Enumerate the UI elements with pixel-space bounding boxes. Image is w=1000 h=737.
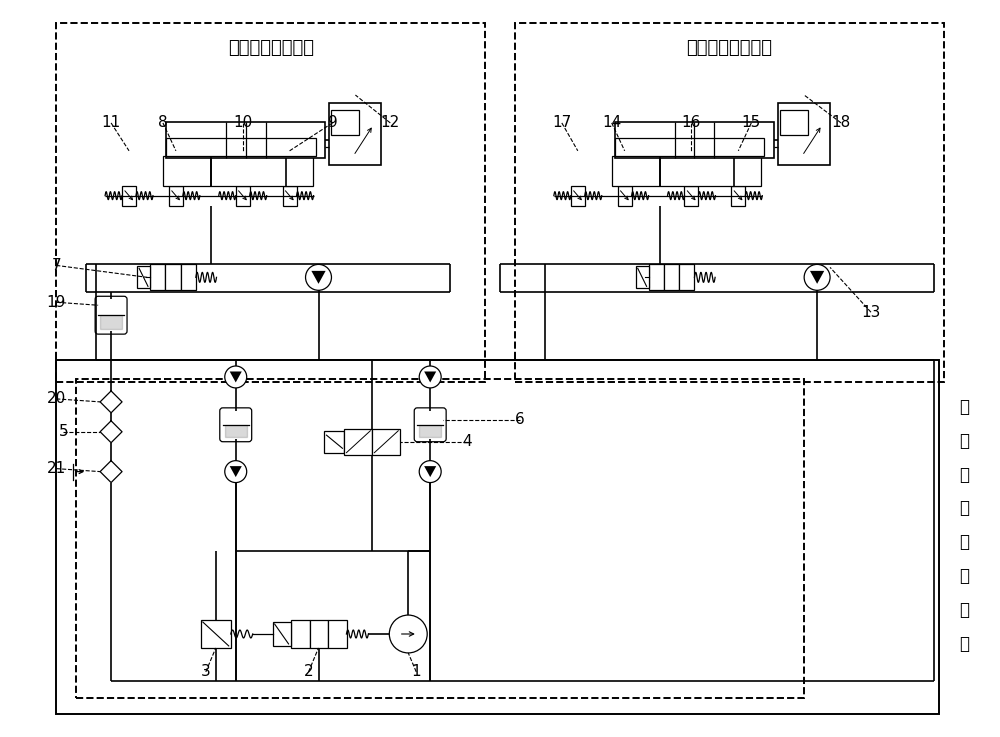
Text: 21: 21: [47, 461, 66, 476]
Bar: [137, 266, 150, 288]
Bar: [165, 265, 181, 290]
Text: 液: 液: [959, 398, 969, 416]
Text: 14: 14: [602, 116, 621, 130]
Bar: [201, 620, 231, 648]
Bar: [679, 265, 694, 290]
Bar: [150, 265, 165, 290]
Text: 13: 13: [861, 304, 881, 320]
Bar: [310, 620, 328, 648]
Bar: [778, 103, 830, 165]
Text: 3: 3: [201, 664, 211, 680]
Bar: [636, 266, 649, 288]
Bar: [56, 360, 939, 713]
Bar: [664, 265, 679, 290]
Circle shape: [419, 461, 441, 483]
Polygon shape: [100, 315, 122, 329]
Bar: [328, 620, 347, 648]
Polygon shape: [424, 466, 436, 477]
FancyBboxPatch shape: [220, 408, 252, 441]
Text: 19: 19: [47, 295, 66, 310]
Circle shape: [419, 366, 441, 388]
FancyBboxPatch shape: [414, 408, 446, 441]
Text: 15: 15: [742, 116, 761, 130]
Polygon shape: [810, 271, 824, 284]
Bar: [329, 103, 381, 165]
Text: 5: 5: [58, 425, 68, 439]
Bar: [618, 186, 632, 206]
Text: 18: 18: [831, 116, 851, 130]
Text: 第一液压驱动单元: 第一液压驱动单元: [228, 39, 314, 57]
Text: 元: 元: [959, 635, 969, 653]
Circle shape: [389, 615, 427, 653]
Bar: [181, 265, 196, 290]
Text: 油: 油: [959, 534, 969, 551]
Text: 两: 两: [959, 466, 969, 483]
Text: 11: 11: [101, 116, 121, 130]
Text: 8: 8: [158, 116, 168, 130]
Bar: [571, 186, 585, 206]
Bar: [515, 24, 944, 382]
Text: 级: 级: [959, 500, 969, 517]
Bar: [56, 24, 485, 382]
Polygon shape: [225, 425, 247, 437]
Bar: [166, 138, 316, 156]
Bar: [76, 379, 804, 698]
Text: 10: 10: [233, 116, 252, 130]
Bar: [166, 122, 325, 158]
Bar: [612, 156, 761, 186]
Text: 源: 源: [959, 567, 969, 585]
Text: 2: 2: [304, 664, 313, 680]
Text: 7: 7: [51, 258, 61, 273]
Bar: [684, 186, 698, 206]
Polygon shape: [230, 371, 242, 383]
Text: 4: 4: [462, 434, 472, 450]
Bar: [291, 620, 310, 648]
Text: 12: 12: [381, 116, 400, 130]
Polygon shape: [424, 371, 436, 383]
Bar: [615, 138, 764, 156]
Text: 1: 1: [411, 664, 421, 680]
Bar: [273, 622, 291, 646]
Text: 压: 压: [959, 432, 969, 450]
Bar: [731, 186, 745, 206]
Text: 6: 6: [515, 412, 525, 427]
Circle shape: [225, 366, 247, 388]
Bar: [331, 110, 359, 135]
Bar: [122, 186, 136, 206]
Bar: [236, 186, 250, 206]
Bar: [615, 122, 774, 158]
Circle shape: [306, 265, 331, 290]
Text: 单: 单: [959, 601, 969, 619]
Text: 16: 16: [682, 116, 701, 130]
Circle shape: [225, 461, 247, 483]
Text: 20: 20: [47, 391, 66, 406]
Bar: [780, 110, 808, 135]
Polygon shape: [311, 271, 326, 284]
Bar: [649, 265, 664, 290]
Polygon shape: [230, 466, 242, 477]
Polygon shape: [419, 425, 441, 437]
Circle shape: [804, 265, 830, 290]
Bar: [163, 156, 313, 186]
Text: 第二液压驱动单元: 第二液压驱动单元: [686, 39, 772, 57]
Text: 9: 9: [328, 116, 337, 130]
Text: 17: 17: [552, 116, 571, 130]
Bar: [283, 186, 297, 206]
Bar: [169, 186, 183, 206]
Bar: [344, 429, 372, 455]
FancyBboxPatch shape: [95, 296, 127, 334]
Bar: [324, 430, 344, 453]
Bar: [372, 429, 400, 455]
